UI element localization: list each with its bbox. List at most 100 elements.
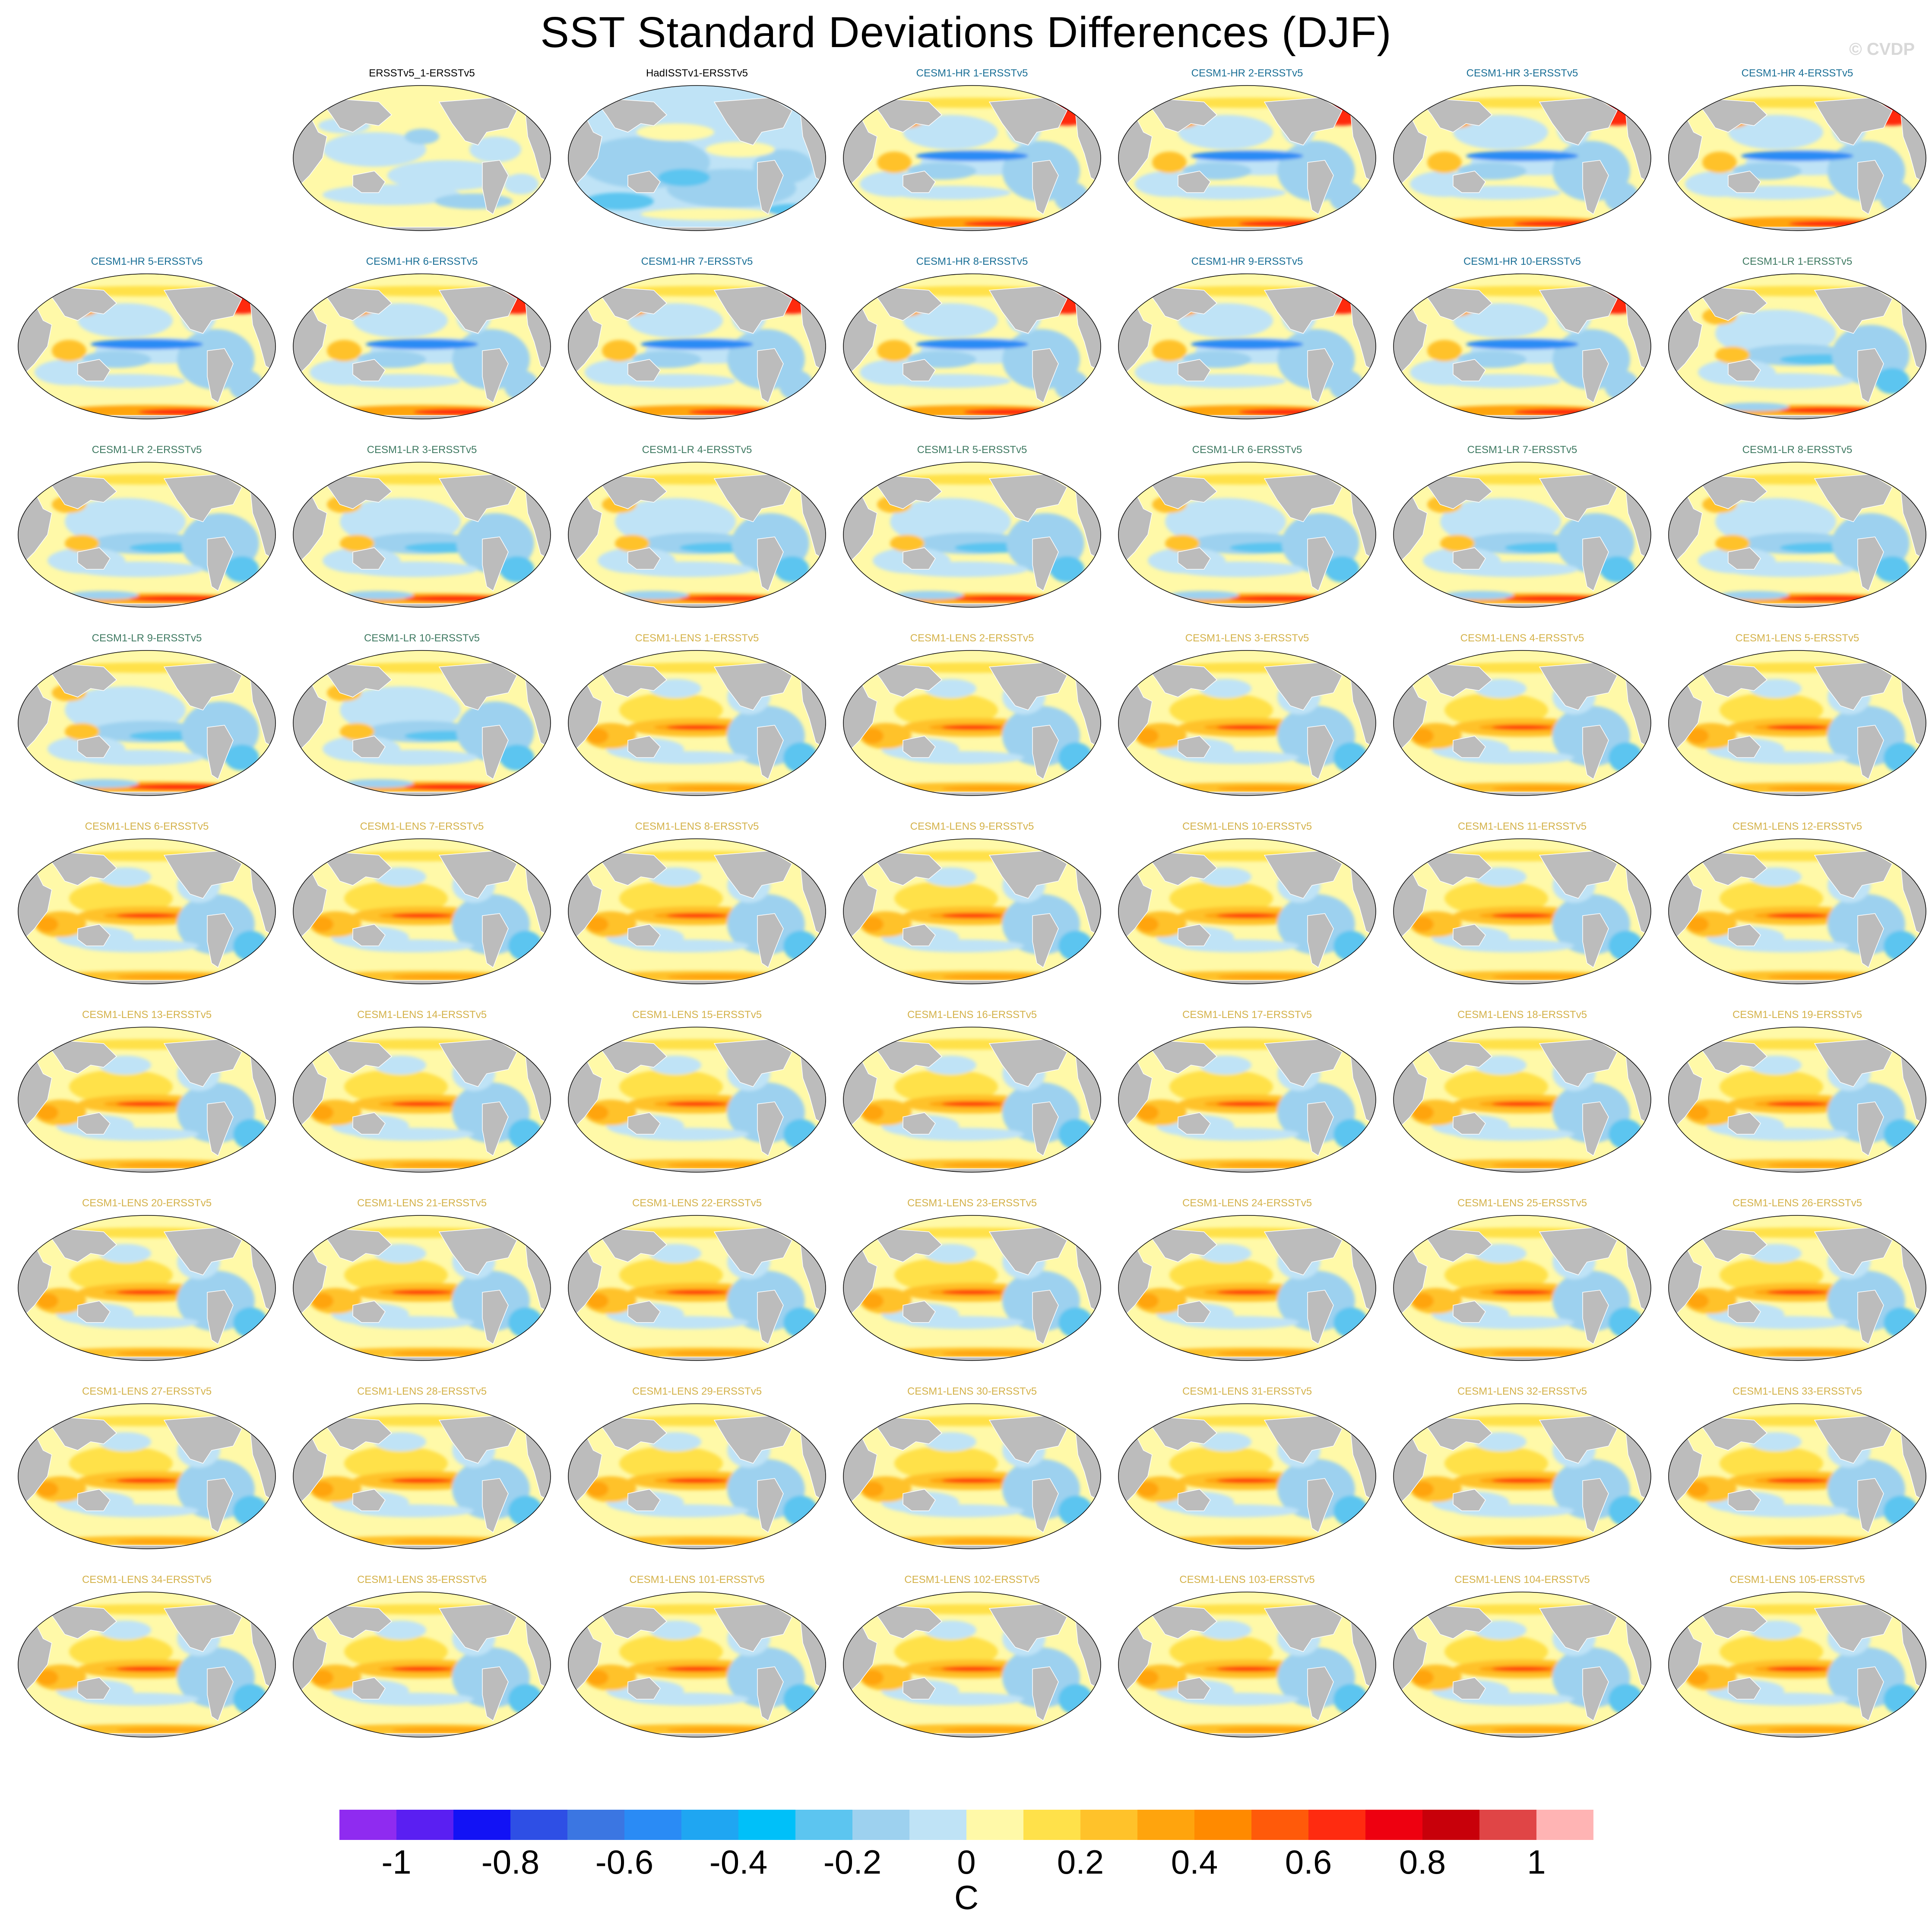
map-panel: CESM1-LENS 105-ERSSTv5 (1659, 1574, 1932, 1742)
anomaly-contour (587, 1670, 608, 1685)
panel-title: CESM1-LR 6-ERSSTv5 (1192, 444, 1302, 456)
anomaly-contour (392, 1351, 495, 1357)
anomaly-contour (405, 784, 508, 790)
anomaly-contour (1767, 1539, 1871, 1545)
map-outline (1118, 650, 1376, 796)
anomaly-contour (667, 1667, 727, 1671)
panel-title: CESM1-LENS 26-ERSSTv5 (1732, 1197, 1862, 1209)
anomaly-contour (1609, 742, 1643, 773)
anomaly-contour (1333, 931, 1368, 961)
sst-map (18, 1027, 276, 1173)
anomaly-contour (1329, 182, 1364, 212)
land-mass (1264, 1227, 1343, 1275)
colorbar-swatch (852, 1810, 909, 1840)
sst-map (293, 462, 551, 608)
land-mass (1143, 1604, 1218, 1639)
anomaly-contour (1217, 1162, 1321, 1168)
land-mass (1728, 359, 1761, 381)
anomaly-contour (130, 784, 233, 790)
anomaly-contour (1427, 340, 1462, 362)
land-mass (352, 171, 386, 193)
anomaly-contour (312, 1670, 333, 1685)
panel-title: CESM1-LENS 25-ERSSTv5 (1457, 1197, 1587, 1209)
land-mass (77, 1489, 111, 1511)
map-panel: CESM1-LR 3-ERSSTv5 (284, 444, 560, 612)
anomaly-contour (1054, 370, 1089, 400)
anomaly-contour (1333, 742, 1368, 773)
land-mass (713, 1039, 792, 1087)
land-mass (713, 1227, 792, 1275)
anomaly-contour (862, 1670, 884, 1685)
map-outline (18, 1027, 276, 1173)
land-mass (988, 662, 1067, 710)
land-mass (482, 1290, 509, 1345)
anomaly-contour (1609, 1496, 1643, 1526)
land-mass (757, 1101, 784, 1157)
land-mass (1264, 474, 1343, 522)
anomaly-contour (1412, 728, 1434, 744)
land-mass (1453, 1300, 1486, 1323)
land-mass (903, 359, 936, 381)
sst-map (293, 1027, 551, 1173)
land-mass (163, 474, 242, 522)
land-mass (1143, 850, 1218, 886)
land-mass (627, 1112, 661, 1135)
map-panel: CESM1-HR 1-ERSSTv5 (834, 67, 1110, 236)
map-panel: CESM1-LENS 23-ERSSTv5 (834, 1197, 1110, 1366)
map-outline (1393, 838, 1651, 984)
anomaly-contour (1492, 725, 1552, 729)
map-outline (1118, 1592, 1376, 1738)
anomaly-contour (117, 913, 177, 918)
map-outline (293, 1215, 551, 1361)
anomaly-contour (667, 725, 727, 729)
land-mass (1539, 285, 1618, 334)
land-mass (1693, 662, 1768, 698)
sst-map (568, 85, 826, 231)
anomaly-contour (862, 1293, 884, 1309)
anomaly-contour (1453, 1693, 1574, 1706)
anomaly-contour (942, 1102, 1002, 1106)
land-mass (1307, 348, 1334, 403)
anomaly-contour (1217, 786, 1321, 792)
panel-title: CESM1-LENS 8-ERSSTv5 (635, 821, 759, 832)
anomaly-contour (344, 591, 413, 599)
map-panel: CESM1-LR 2-ERSSTv5 (9, 444, 285, 612)
anomaly-contour (1329, 370, 1364, 400)
anomaly-contour (1609, 1307, 1643, 1338)
anomaly-contour (667, 974, 770, 980)
map-panel: CESM1-LENS 16-ERSSTv5 (834, 1009, 1110, 1177)
figure-title: SST Standard Deviations Differences (DJF… (540, 8, 1392, 57)
anomaly-contour (1720, 403, 1789, 411)
land-mass (1857, 1290, 1884, 1345)
sst-map (1393, 273, 1651, 419)
land-mass (1857, 1101, 1884, 1157)
anomaly-contour (1217, 1290, 1277, 1294)
sst-map (18, 838, 276, 984)
panel-title: CESM1-HR 4-ERSSTv5 (1741, 67, 1853, 79)
land-mass (868, 662, 943, 698)
land-mass (163, 1415, 242, 1464)
anomaly-contour (78, 1316, 199, 1329)
land-mass (1032, 1478, 1059, 1533)
land-mass (627, 547, 661, 570)
anomaly-contour (903, 1504, 1024, 1517)
anomaly-contour (667, 1102, 727, 1106)
land-mass (1032, 913, 1059, 968)
map-panel: CESM1-LENS 19-ERSSTv5 (1659, 1009, 1932, 1177)
panel-title: CESM1-LENS 15-ERSSTv5 (632, 1009, 762, 1021)
anomaly-contour (890, 535, 925, 552)
anomaly-contour (91, 339, 203, 349)
anomaly-contour (706, 142, 775, 157)
land-mass (1143, 474, 1218, 509)
map-panel: CESM1-HR 7-ERSSTv5 (559, 256, 835, 424)
anomaly-contour (877, 152, 912, 173)
anomaly-contour (1884, 1496, 1918, 1526)
anomaly-contour (233, 1684, 268, 1714)
colorbar-swatch (1422, 1810, 1479, 1840)
sst-map (843, 650, 1101, 796)
land-mass (1728, 547, 1761, 570)
anomaly-contour (500, 556, 534, 582)
sst-map (843, 1215, 1101, 1361)
land-mass (988, 97, 1067, 146)
land-mass (713, 97, 792, 146)
